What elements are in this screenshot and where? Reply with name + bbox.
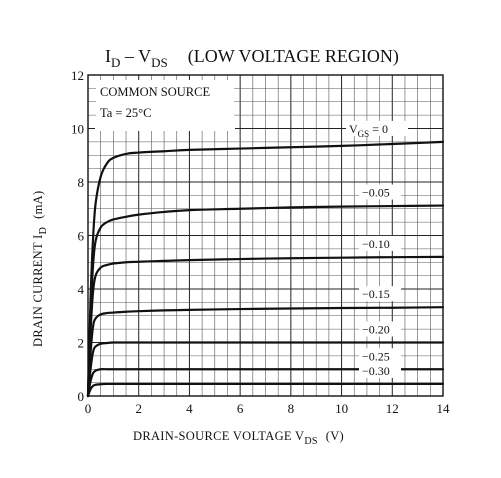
y-tick-labels: 0 2 4 6 8 10 12: [71, 68, 85, 404]
condition-line1: COMMON SOURCE: [100, 85, 210, 99]
curve-label-3: −0.15: [362, 287, 390, 301]
curve-series-3: [86, 306, 445, 398]
curve-label-0: VGS = 0: [349, 122, 388, 139]
curve-group: [86, 140, 445, 398]
chart-title: ID – VDS (LOW VOLTAGE REGION): [105, 46, 399, 70]
curve-label-6: −0.30: [362, 364, 390, 378]
x-tick-label: 2: [135, 401, 142, 416]
x-tick-label: 6: [237, 401, 244, 416]
y-tick-label: 12: [71, 68, 84, 83]
curve-label-bg: [359, 362, 401, 378]
curve-label-bg: [359, 348, 401, 364]
x-tick-labels: 0 2 4 6 8 10 12 14: [85, 401, 450, 416]
y-tick-label: 4: [78, 282, 85, 297]
curve-label-bg: [359, 286, 401, 302]
condition-line1-mask: [95, 123, 235, 131]
curve-label-1: −0.05: [362, 186, 390, 200]
curve-label-5: −0.25: [362, 349, 390, 363]
y-tick-label: 0: [78, 389, 85, 404]
x-tick-label: 0: [85, 401, 92, 416]
curve-label-bg: [359, 235, 401, 251]
y-tick-label: 8: [78, 175, 85, 190]
condition-line2: Ta = 25°C: [100, 106, 151, 120]
curve-series-5: [86, 368, 445, 398]
curve-series-2: [86, 255, 445, 398]
plot-frame: [87, 74, 444, 397]
curve-label-4: −0.20: [362, 323, 390, 337]
y-tick-label: 2: [78, 336, 85, 351]
curve-label-bg: [359, 321, 401, 337]
x-axis-title: DRAIN-SOURCE VOLTAGE VDS (V): [133, 429, 344, 447]
curve-label-bg: [359, 184, 401, 200]
y-axis-title: DRAIN CURRENT ID(mA): [31, 191, 49, 347]
x-tick-label: 4: [186, 401, 193, 416]
x-tick-label: 10: [335, 401, 348, 416]
conditions-box: COMMON SOURCE Ta = 25°C: [96, 80, 234, 126]
y-tick-label: 10: [71, 122, 84, 137]
curve-series-4: [86, 341, 445, 398]
curve-label-group: VGS = 0 −0.05 −0.10 −0.15 −0.20 −0.25−0.30: [346, 120, 408, 378]
curve-series-6: [86, 382, 445, 398]
curve-series-0: [86, 140, 445, 398]
x-tick-label: 8: [288, 401, 295, 416]
curve-label-2: −0.10: [362, 237, 390, 251]
curve-series-1: [86, 204, 445, 398]
curve-label-bg: [346, 120, 408, 136]
x-tick-label: 14: [437, 401, 451, 416]
y-tick-label: 6: [78, 229, 85, 244]
x-tick-label: 12: [386, 401, 399, 416]
conditions-bg: [96, 80, 234, 126]
